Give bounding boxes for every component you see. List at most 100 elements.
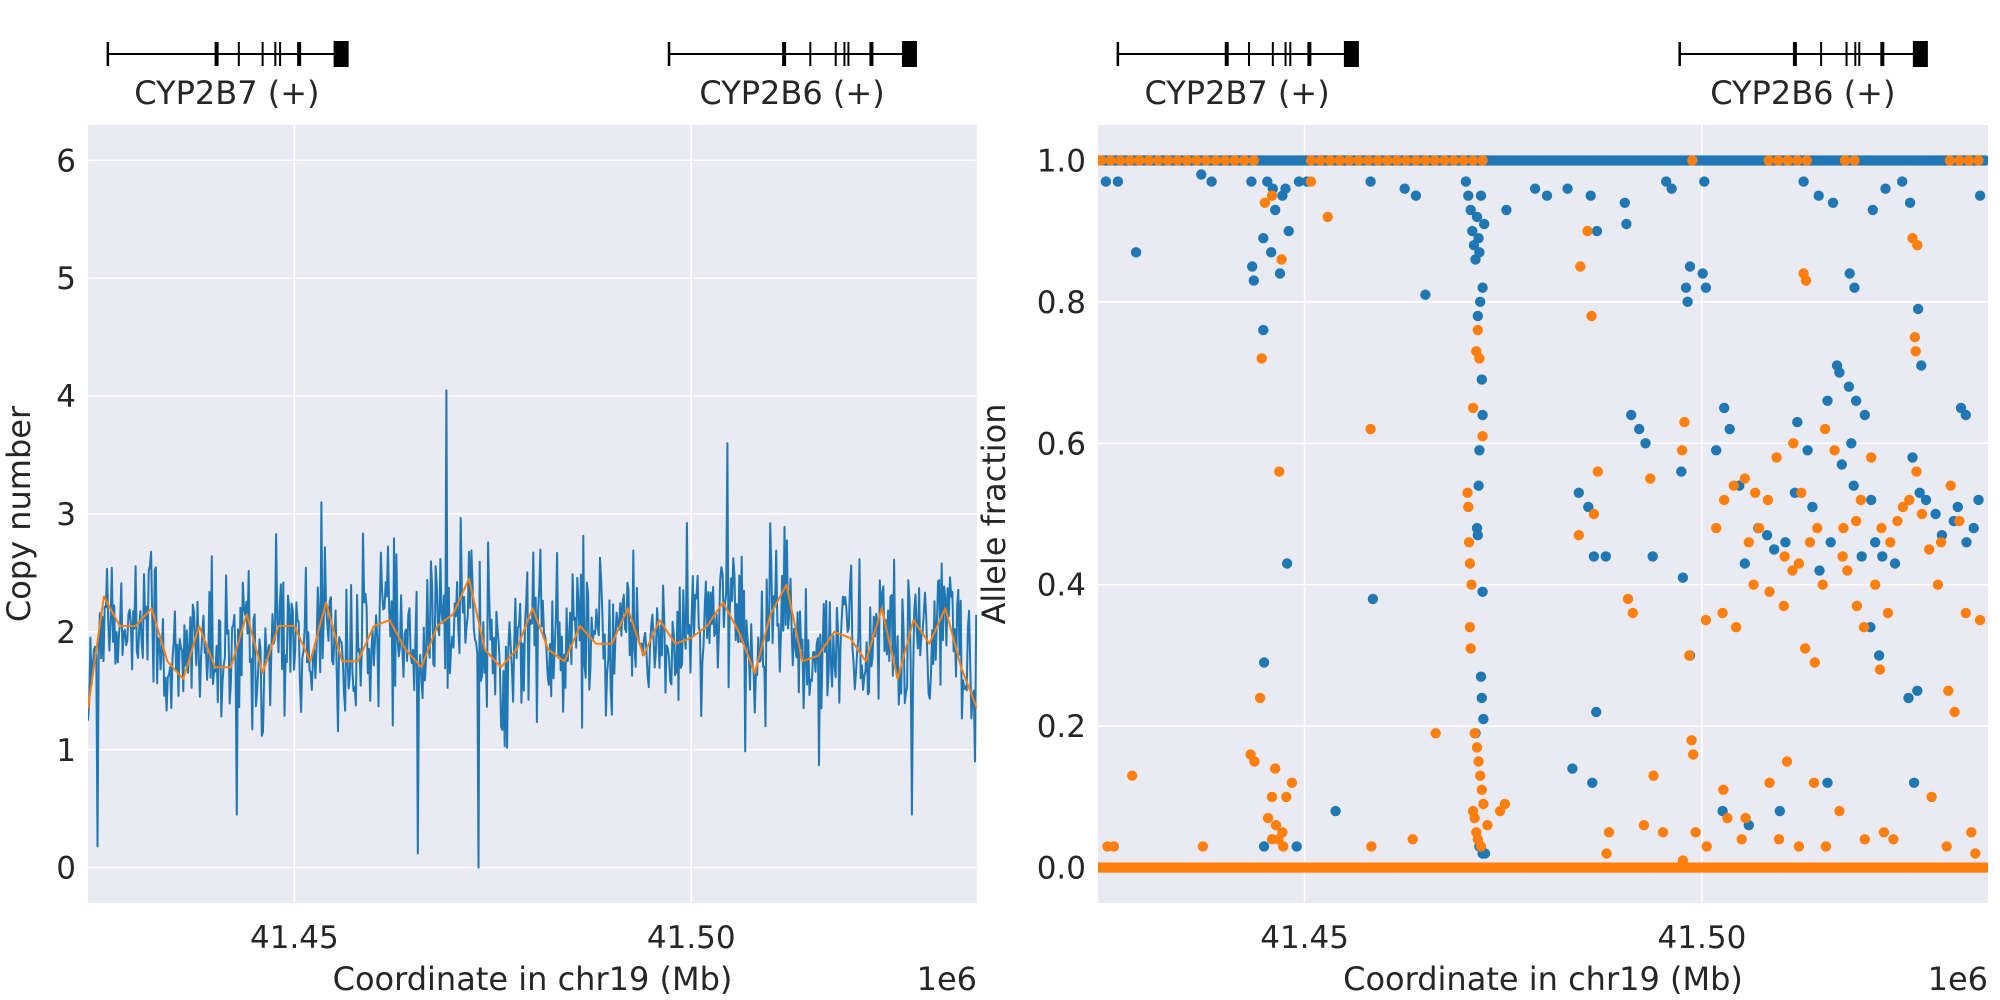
allele-a-point: [1850, 395, 1862, 406]
exon-mark: [1307, 42, 1312, 66]
exon-block: [1912, 41, 1928, 67]
allele-a-point: [1266, 247, 1277, 258]
smoothed-copy-number-line: [88, 577, 977, 709]
allele-b-point: [1276, 254, 1287, 265]
allele-b-point: [1472, 324, 1484, 336]
allele-b-point: [1679, 416, 1690, 428]
allele-a-point: [1583, 501, 1594, 513]
allele-b-point: [1465, 643, 1476, 654]
x-tick-label: 41.50: [1658, 920, 1747, 956]
allele-a-point: [1472, 310, 1484, 322]
allele-a-point: [1849, 282, 1860, 293]
allele-b-point: [1686, 735, 1697, 746]
allele-b-point: [1645, 473, 1656, 484]
exon-mark: [274, 42, 277, 66]
allele-a-point: [1920, 494, 1932, 506]
allele-a-point: [1567, 763, 1578, 774]
allele-a-point: [1960, 409, 1972, 421]
allele-a-point: [1463, 190, 1474, 201]
allele-a-point: [1843, 381, 1855, 392]
allele-a-point: [1501, 204, 1512, 216]
allele-a-point: [1591, 706, 1602, 718]
allele-a-point: [1761, 530, 1773, 541]
allele-b-point: [1924, 544, 1935, 555]
allele-b-point: [1229, 155, 1240, 166]
exon-mark: [297, 42, 302, 66]
y-tick-label: 3: [56, 497, 76, 533]
exon-mark: [809, 42, 812, 66]
allele-b-point: [1463, 537, 1475, 548]
allele-b-point: [1980, 862, 1988, 873]
allele-b-point: [1586, 310, 1597, 322]
exon-mark: [1224, 42, 1229, 66]
allele-b-point: [1690, 827, 1701, 838]
allele-b-point: [1687, 155, 1698, 166]
allele-a-point: [1477, 586, 1488, 597]
allele-b-point: [1909, 332, 1921, 343]
exon-block: [901, 41, 917, 67]
allele-b-point: [1277, 827, 1288, 838]
exon-mark: [847, 42, 850, 66]
exon-mark: [1271, 42, 1274, 66]
x-offset-label: 1e6: [1928, 960, 1988, 998]
allele-b-point: [1286, 777, 1298, 788]
gene-label: CYP2B7 (+): [1144, 74, 1329, 112]
allele-a-point: [1619, 197, 1631, 208]
allele-b-point: [1926, 791, 1937, 803]
allele-b-point: [1882, 607, 1894, 619]
allele-b-point: [1274, 466, 1285, 477]
allele-b-point: [1256, 353, 1267, 364]
allele-b-point: [1471, 742, 1483, 753]
exon-mark: [1880, 42, 1885, 66]
gene-track-right: CYP2B7 (+) CYP2B6 (+): [1116, 41, 1928, 112]
exon-mark: [1858, 42, 1861, 66]
allele-b-point: [1941, 841, 1952, 852]
allele-b-point: [1464, 622, 1476, 633]
exon-mark: [1289, 42, 1292, 66]
allele-b-point: [1870, 579, 1881, 590]
allele-b-point: [1573, 530, 1585, 541]
allele-a-point: [1293, 176, 1305, 187]
allele-b-point: [1172, 155, 1183, 166]
allele-b-top-points: [1098, 155, 1984, 166]
allele-b-point: [1966, 827, 1977, 838]
allele-b-point: [1916, 508, 1928, 520]
gene-track-left: CYP2B7 (+) CYP2B6 (+): [106, 41, 917, 112]
allele-a-point: [1247, 261, 1258, 272]
exon-mark: [1247, 42, 1250, 66]
allele-a-point: [1834, 367, 1845, 378]
allele-a-point: [1196, 169, 1207, 180]
allele-a-point: [1907, 452, 1918, 463]
allele-b-point: [1839, 155, 1851, 166]
allele-a-point: [1474, 247, 1485, 258]
allele-a-point: [1914, 487, 1925, 498]
allele-a-point: [1626, 409, 1637, 421]
allele-b-point: [1429, 155, 1441, 166]
allele-b-point: [1750, 487, 1761, 498]
allele-b-point: [1420, 155, 1431, 166]
y-axis-label: Allele fraction: [975, 403, 1013, 624]
allele-a-point: [1844, 268, 1855, 279]
allele-b-point: [1363, 155, 1374, 166]
allele-b-point: [1254, 692, 1266, 704]
allele-a-point: [1475, 296, 1486, 307]
y-tick-label: 0.6: [1037, 426, 1086, 462]
allele-b-point: [1239, 155, 1250, 166]
allele-a-point: [1474, 445, 1485, 456]
allele-b-point: [1764, 777, 1775, 788]
allele-a-point: [1880, 183, 1891, 194]
allele-a-point: [1246, 176, 1257, 187]
allele-b-point: [1788, 438, 1799, 449]
allele-b-point: [1970, 848, 1981, 859]
allele-a-point: [1283, 225, 1294, 237]
exon-mark: [843, 42, 846, 66]
exon-mark: [1284, 42, 1287, 66]
allele-a-point: [1562, 183, 1573, 194]
allele-b-point: [1210, 155, 1221, 166]
allele-b-point: [1401, 155, 1412, 166]
allele-b-point: [1463, 501, 1474, 513]
allele-a-point: [1477, 282, 1488, 293]
allele-b-point: [1262, 812, 1274, 824]
allele-b-point: [1800, 643, 1811, 654]
allele-a-point: [1952, 501, 1964, 513]
